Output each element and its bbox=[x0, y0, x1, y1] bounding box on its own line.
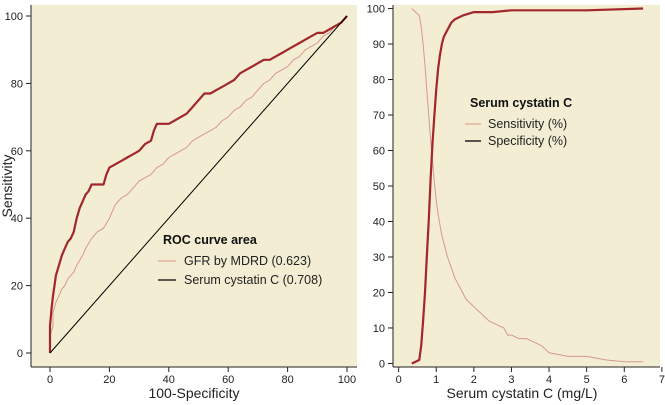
roc-y-tick-label: 100 bbox=[5, 11, 23, 23]
roc-y-tick-label: 40 bbox=[11, 213, 23, 225]
cutoff-y-tick-label: 60 bbox=[373, 146, 385, 158]
cutoff-legend: Serum cystatin C Sensitivity (%) Specifi… bbox=[465, 96, 572, 148]
cutoff-x-tick-label: 0 bbox=[396, 374, 402, 386]
cutoff-y-tick-label: 70 bbox=[373, 110, 385, 122]
cutoff-plot-area bbox=[393, 5, 660, 367]
cutoff-legend-title: Serum cystatin C bbox=[470, 96, 572, 110]
roc-series-serum-cystatin-c-0-708 bbox=[48, 15, 348, 353]
roc-x-tick-label: 80 bbox=[281, 374, 293, 386]
cutoff-y-tick-label: 20 bbox=[373, 287, 385, 299]
roc-y-axis-title: Sensitivity bbox=[0, 154, 15, 217]
roc-x-tick-label: 40 bbox=[163, 374, 175, 386]
cutoff-y-tick-label: 30 bbox=[373, 252, 385, 264]
cutoff-x-tick-label: 2 bbox=[471, 374, 477, 386]
roc-series-gfr-by-mdrd-0-623 bbox=[49, 15, 348, 353]
cutoff-series-sensitivity bbox=[411, 8, 644, 363]
roc-legend: ROC curve area GFR by MDRD (0.623) Serum… bbox=[158, 233, 322, 287]
roc-legend-label-mdrd: GFR by MDRD (0.623) bbox=[184, 254, 311, 268]
roc-y-tick-label: 20 bbox=[11, 281, 23, 293]
roc-x-tick-label: 0 bbox=[47, 374, 53, 386]
cutoff-x-tick-label: 3 bbox=[508, 374, 514, 386]
roc-plot-area bbox=[31, 5, 357, 367]
roc-series bbox=[48, 15, 348, 354]
cutoff-legend-label-sensitivity: Sensitivity (%) bbox=[488, 117, 567, 131]
roc-legend-label-cystatin: Serum cystatin C (0.708) bbox=[184, 273, 322, 287]
cutoff-y-tick-label: 0 bbox=[379, 358, 385, 370]
cutoff-x-tick-label: 6 bbox=[621, 374, 627, 386]
cutoff-x-tick-label: 5 bbox=[584, 374, 590, 386]
reference-diagonal-line bbox=[49, 15, 348, 354]
roc-y-tick-label: 80 bbox=[11, 78, 23, 90]
roc-y-tick-label: 0 bbox=[17, 348, 23, 360]
cutoff-legend-label-specificity: Specificity (%) bbox=[488, 134, 567, 148]
cutoff-y-tick-label: 40 bbox=[373, 216, 385, 228]
cutoff-y-tick-label: 10 bbox=[373, 323, 385, 335]
roc-legend-title: ROC curve area bbox=[163, 233, 258, 247]
cutoff-series bbox=[411, 7, 644, 365]
cutoff-y-tick-label: 50 bbox=[373, 181, 385, 193]
cutoff-y-tick-label: 80 bbox=[373, 75, 385, 87]
roc-ticks: 0 20 40 60 80 100 0 20 40 60 80 100 bbox=[5, 11, 357, 386]
cutoff-series-specificity bbox=[411, 7, 644, 365]
roc-x-axis-title: 100-Specificity bbox=[148, 385, 239, 401]
cutoff-y-tick-label: 90 bbox=[373, 39, 385, 51]
cutoff-x-tick-label: 1 bbox=[433, 374, 439, 386]
roc-x-tick-label: 20 bbox=[103, 374, 115, 386]
roc-panel: 0 20 40 60 80 100 0 20 40 60 80 100 100-Specificity… bbox=[0, 5, 357, 401]
cutoff-x-tick-label: 7 bbox=[659, 374, 665, 386]
cutoff-y-tick-label: 100 bbox=[367, 4, 385, 16]
roc-y-tick-label: 60 bbox=[11, 146, 23, 158]
cutoff-x-tick-label: 4 bbox=[546, 374, 552, 386]
roc-x-tick-label: 100 bbox=[338, 374, 356, 386]
cutoff-x-axis-title: Serum cystatin C (mg/L) bbox=[447, 385, 598, 401]
roc-x-tick-label: 60 bbox=[222, 374, 234, 386]
